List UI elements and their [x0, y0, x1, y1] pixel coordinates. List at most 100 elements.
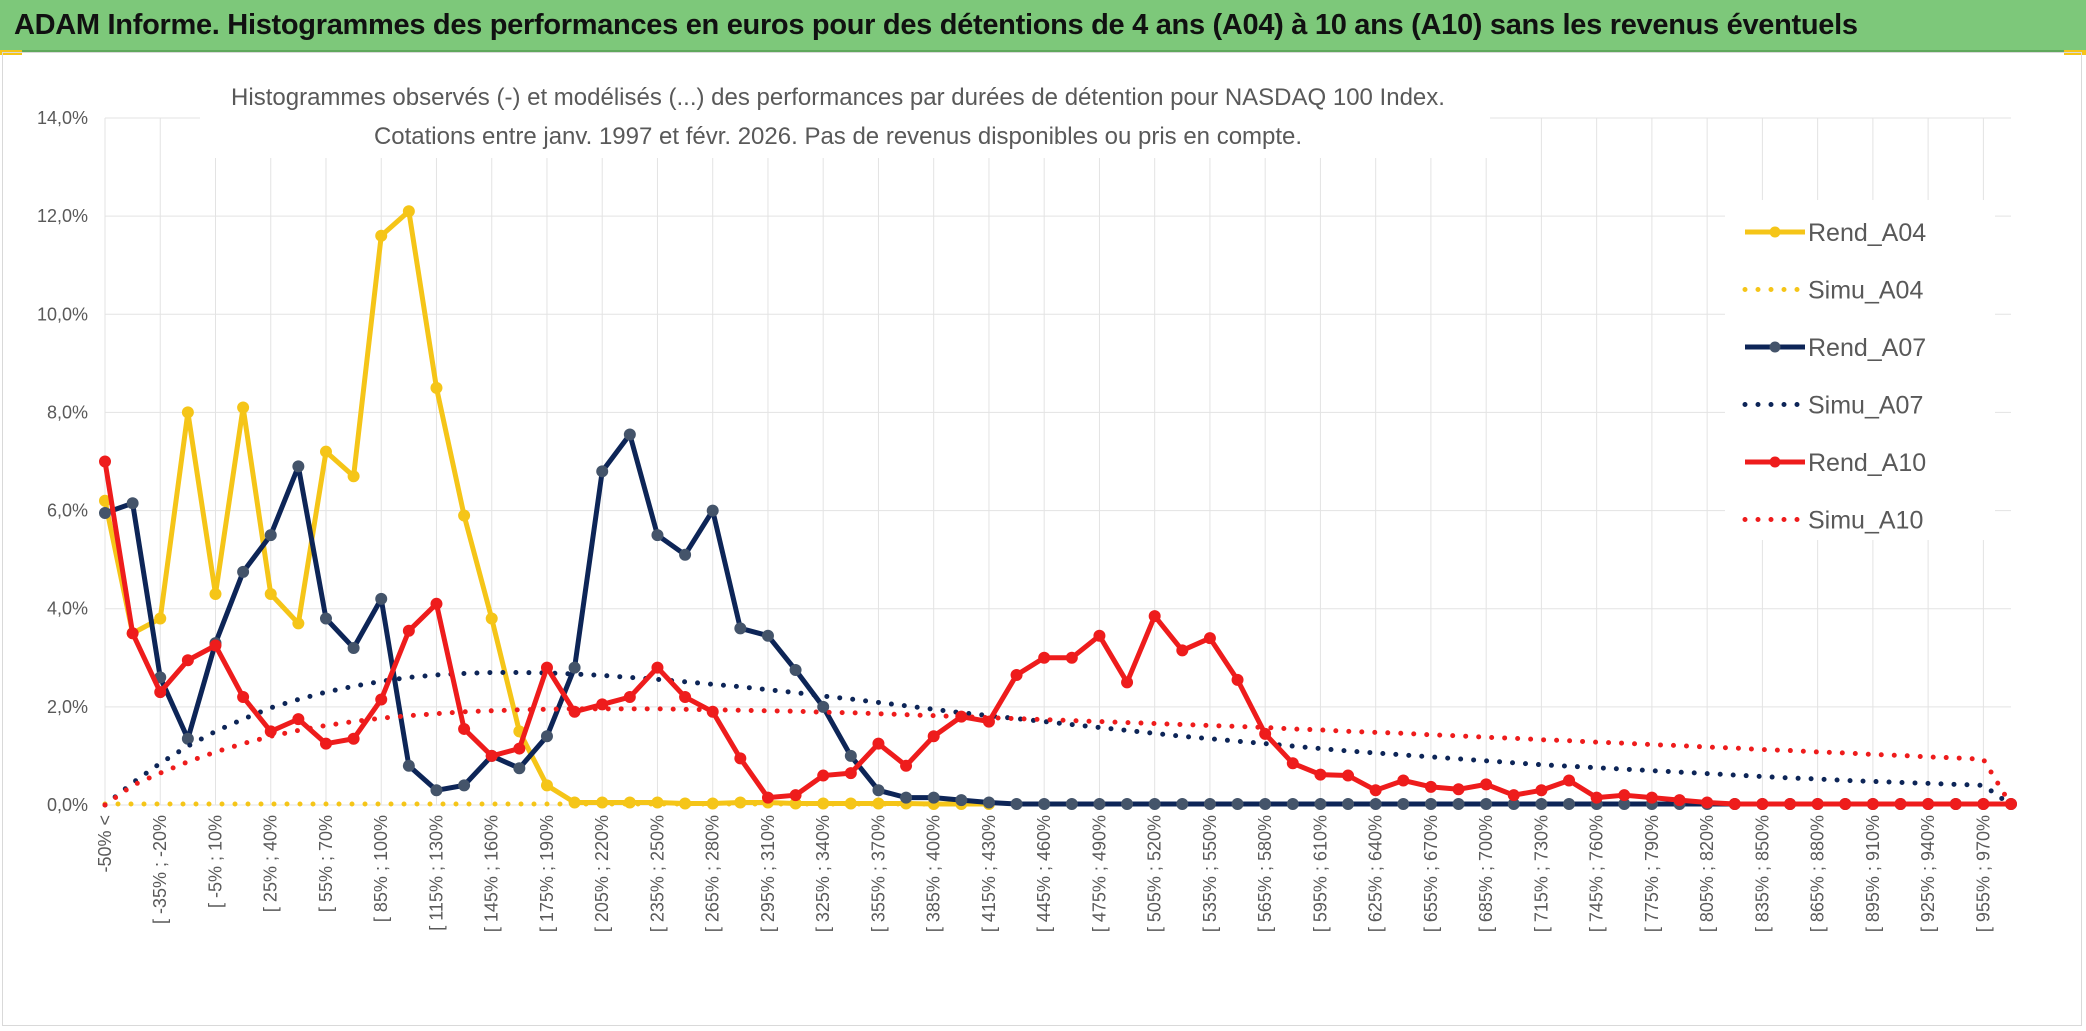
- data-point: [1259, 727, 1272, 740]
- legend-marker: [1769, 226, 1781, 238]
- legend-item: Rend_A10: [1745, 449, 1926, 477]
- series-line: [104, 432, 2011, 807]
- x-tick-label: [ 625% ; 640%: [1366, 815, 1386, 932]
- data-point: [1839, 798, 1852, 811]
- data-point: [1452, 783, 1465, 796]
- data-point: [1535, 798, 1548, 811]
- data-point: [430, 381, 443, 394]
- legend-marker: [1769, 341, 1781, 353]
- data-point: [347, 470, 360, 483]
- x-tick-label: [ 565% ; 580%: [1255, 815, 1275, 932]
- x-tick-label: [ -35% ; -20%: [150, 815, 170, 924]
- data-point: [1480, 778, 1493, 791]
- data-point: [706, 504, 719, 517]
- data-point: [900, 791, 913, 804]
- data-point: [485, 612, 498, 625]
- header-banner: ADAM Informe. Histogrammes des performan…: [0, 0, 2086, 52]
- data-point: [1701, 796, 1714, 809]
- data-point: [1342, 798, 1355, 811]
- data-point: [623, 428, 636, 441]
- legend-item: Simu_A07: [1742, 392, 1923, 420]
- data-point: [1397, 774, 1410, 787]
- legend-item: Rend_A07: [1745, 334, 1926, 362]
- data-point: [1645, 791, 1658, 804]
- data-point: [596, 698, 609, 711]
- legend-item: Simu_A10: [1742, 507, 1923, 535]
- series-Simu_A07: [102, 670, 2014, 808]
- data-point: [540, 730, 553, 743]
- data-point: [568, 661, 581, 674]
- data-point: [1756, 798, 1769, 811]
- data-point: [1148, 610, 1161, 623]
- data-point: [982, 796, 995, 809]
- data-point: [817, 700, 830, 713]
- data-point: [485, 749, 498, 762]
- data-point: [347, 641, 360, 654]
- data-point: [1010, 668, 1023, 681]
- data-point: [844, 749, 857, 762]
- data-point: [1590, 791, 1603, 804]
- x-tick-label: [ 925% ; 940%: [1918, 815, 1938, 932]
- x-tick-label: [ 445% ; 460%: [1034, 815, 1054, 932]
- data-point: [402, 624, 415, 637]
- data-point: [872, 784, 885, 797]
- data-point: [292, 617, 305, 630]
- data-point: [154, 612, 167, 625]
- data-point: [1480, 798, 1493, 811]
- data-point: [154, 686, 167, 699]
- legend-label: Simu_A07: [1808, 392, 1923, 420]
- data-point: [458, 779, 471, 792]
- data-point: [1203, 632, 1216, 645]
- data-point: [375, 693, 388, 706]
- y-tick-label: 0,0%: [47, 795, 88, 815]
- data-point: [679, 548, 692, 561]
- data-point: [568, 705, 581, 718]
- legend-label: Rend_A04: [1808, 219, 1926, 247]
- y-tick-label: 4,0%: [47, 599, 88, 619]
- data-point: [209, 587, 222, 600]
- x-tick-label: [ 805% ; 820%: [1697, 815, 1717, 932]
- data-point: [181, 732, 194, 745]
- series-line: [102, 461, 2011, 807]
- data-point: [1176, 798, 1189, 811]
- data-point: [927, 730, 940, 743]
- data-point: [540, 779, 553, 792]
- data-point: [1010, 798, 1023, 811]
- data-point: [872, 737, 885, 750]
- data-point: [1424, 780, 1437, 793]
- legend-item: Simu_A04: [1742, 277, 1923, 305]
- legend-background: [1725, 200, 1995, 540]
- x-tick-label: [ 475% ; 490%: [1089, 815, 1109, 932]
- data-point: [264, 587, 277, 600]
- data-point: [430, 597, 443, 610]
- data-point: [1121, 676, 1134, 689]
- data-point: [1038, 651, 1051, 664]
- y-tick-label: 8,0%: [47, 402, 88, 422]
- subtitle-background: [200, 76, 1490, 158]
- data-point: [1811, 798, 1824, 811]
- data-point: [458, 509, 471, 522]
- x-tick-label: [ 265% ; 280%: [703, 815, 723, 932]
- data-point: [126, 497, 139, 510]
- data-point: [872, 797, 885, 810]
- data-point: [209, 639, 222, 652]
- data-point: [1093, 798, 1106, 811]
- data-point: [237, 565, 250, 578]
- data-point: [900, 759, 913, 772]
- chart-subtitle-line: Histogrammes observés (-) et modélisés (…: [231, 84, 1445, 111]
- x-tick-label: [ 295% ; 310%: [758, 815, 778, 932]
- data-point: [1977, 798, 1990, 811]
- data-point: [430, 784, 443, 797]
- data-point: [1369, 784, 1382, 797]
- series-Rend_A10: [99, 455, 2017, 811]
- data-point: [927, 791, 940, 804]
- data-point: [375, 592, 388, 605]
- x-tick-label: [ 535% ; 550%: [1200, 815, 1220, 932]
- x-tick-label: [ 55% ; 70%: [316, 815, 336, 912]
- x-tick-label: [ 655% ; 670%: [1421, 815, 1441, 932]
- data-point: [402, 205, 415, 218]
- data-point: [734, 752, 747, 765]
- data-point: [734, 622, 747, 635]
- data-point: [1121, 798, 1134, 811]
